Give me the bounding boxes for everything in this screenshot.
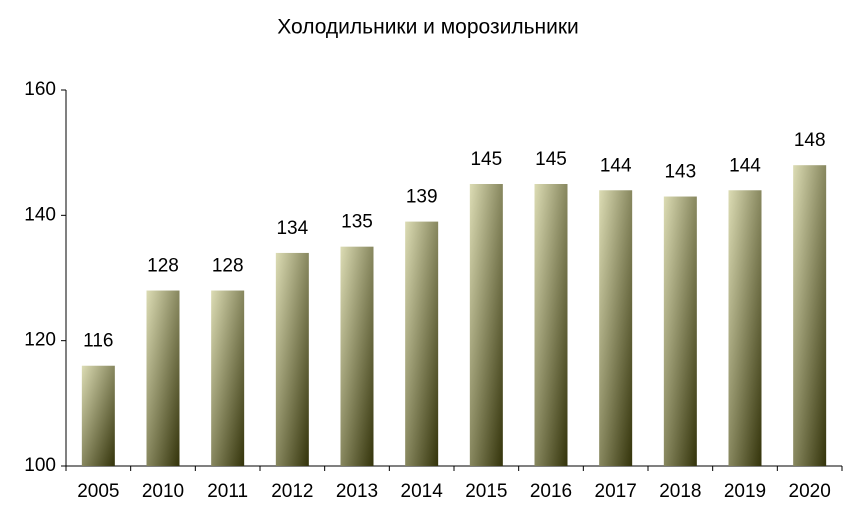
- data-label: 116: [83, 331, 113, 352]
- data-label: 145: [470, 149, 502, 170]
- x-tick-label: 2018: [659, 481, 701, 502]
- x-tick-label: 2019: [724, 481, 766, 502]
- chart-title: Холодильники и морозильники: [277, 16, 579, 39]
- x-tick-label: 2014: [401, 481, 444, 502]
- x-tick-label: 2013: [336, 481, 378, 502]
- x-tick-label: 2015: [465, 481, 507, 502]
- x-tick-label: 2011: [207, 481, 248, 502]
- bar: [663, 196, 697, 467]
- data-label: 128: [147, 256, 179, 277]
- y-tick-label: 160: [24, 79, 56, 100]
- bar: [146, 290, 180, 466]
- x-tick-label: 2020: [789, 481, 831, 502]
- bar: [340, 246, 374, 466]
- bar: [599, 190, 633, 466]
- x-tick-label: 2005: [77, 481, 119, 502]
- bar: [793, 165, 827, 466]
- bar: [728, 190, 762, 466]
- bar: [469, 184, 503, 466]
- data-label: 134: [276, 218, 308, 239]
- bar: [81, 365, 115, 466]
- bar: [275, 252, 309, 466]
- y-tick-label: 120: [24, 330, 56, 351]
- bar: [534, 184, 568, 466]
- bar: [211, 290, 245, 466]
- x-tick-label: 2017: [595, 481, 637, 502]
- data-label: 128: [212, 256, 244, 277]
- data-label: 139: [406, 187, 438, 208]
- data-label: 143: [664, 162, 696, 183]
- y-tick-label: 100: [24, 455, 56, 476]
- x-tick-label: 2012: [271, 481, 313, 502]
- data-label: 144: [600, 155, 632, 176]
- y-tick-label: 140: [24, 204, 56, 225]
- x-tick-label: 2016: [530, 481, 572, 502]
- data-label: 148: [794, 130, 826, 151]
- x-tick-label: 2010: [142, 481, 184, 502]
- data-label: 135: [341, 212, 373, 233]
- bar: [405, 221, 439, 466]
- data-label: 144: [729, 155, 761, 176]
- data-label: 145: [535, 149, 567, 170]
